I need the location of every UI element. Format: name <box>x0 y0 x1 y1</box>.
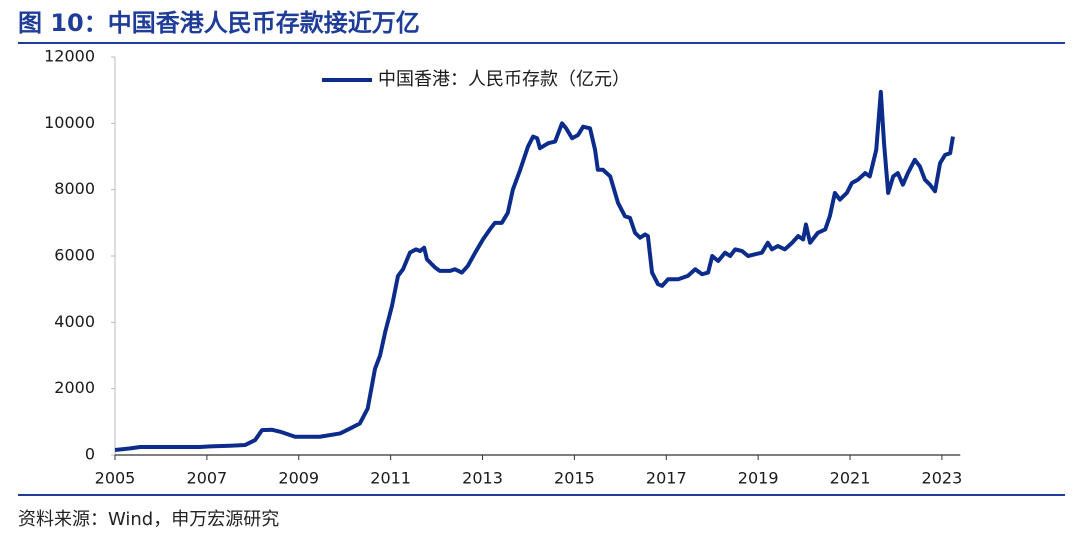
y-tick-label: 12000 <box>44 47 95 66</box>
x-tick-label: 2009 <box>278 469 319 488</box>
y-tick-label: 10000 <box>44 113 95 132</box>
x-tick-label: 2015 <box>554 469 595 488</box>
source-note: 资料来源：Wind，申万宏源研究 <box>18 509 279 530</box>
y-tick-label: 4000 <box>54 312 95 331</box>
x-tick-label: 2019 <box>738 469 779 488</box>
chart-title: 图 10：中国香港人民币存款接近万亿 <box>18 9 420 37</box>
y-tick-label: 6000 <box>54 246 95 265</box>
x-tick-label: 2021 <box>830 469 871 488</box>
legend-label: 中国香港：人民币存款（亿元） <box>378 69 630 90</box>
x-tick-label: 2007 <box>187 469 228 488</box>
x-tick-label: 2011 <box>370 469 411 488</box>
y-tick-label: 0 <box>85 445 95 464</box>
series-line <box>114 89 955 453</box>
x-tick-label: 2023 <box>922 469 963 488</box>
y-tick-label: 8000 <box>54 179 95 198</box>
x-tick-label: 2013 <box>462 469 503 488</box>
x-tick-label: 2005 <box>95 469 136 488</box>
x-tick-label: 2017 <box>646 469 687 488</box>
y-tick-label: 2000 <box>54 378 95 397</box>
